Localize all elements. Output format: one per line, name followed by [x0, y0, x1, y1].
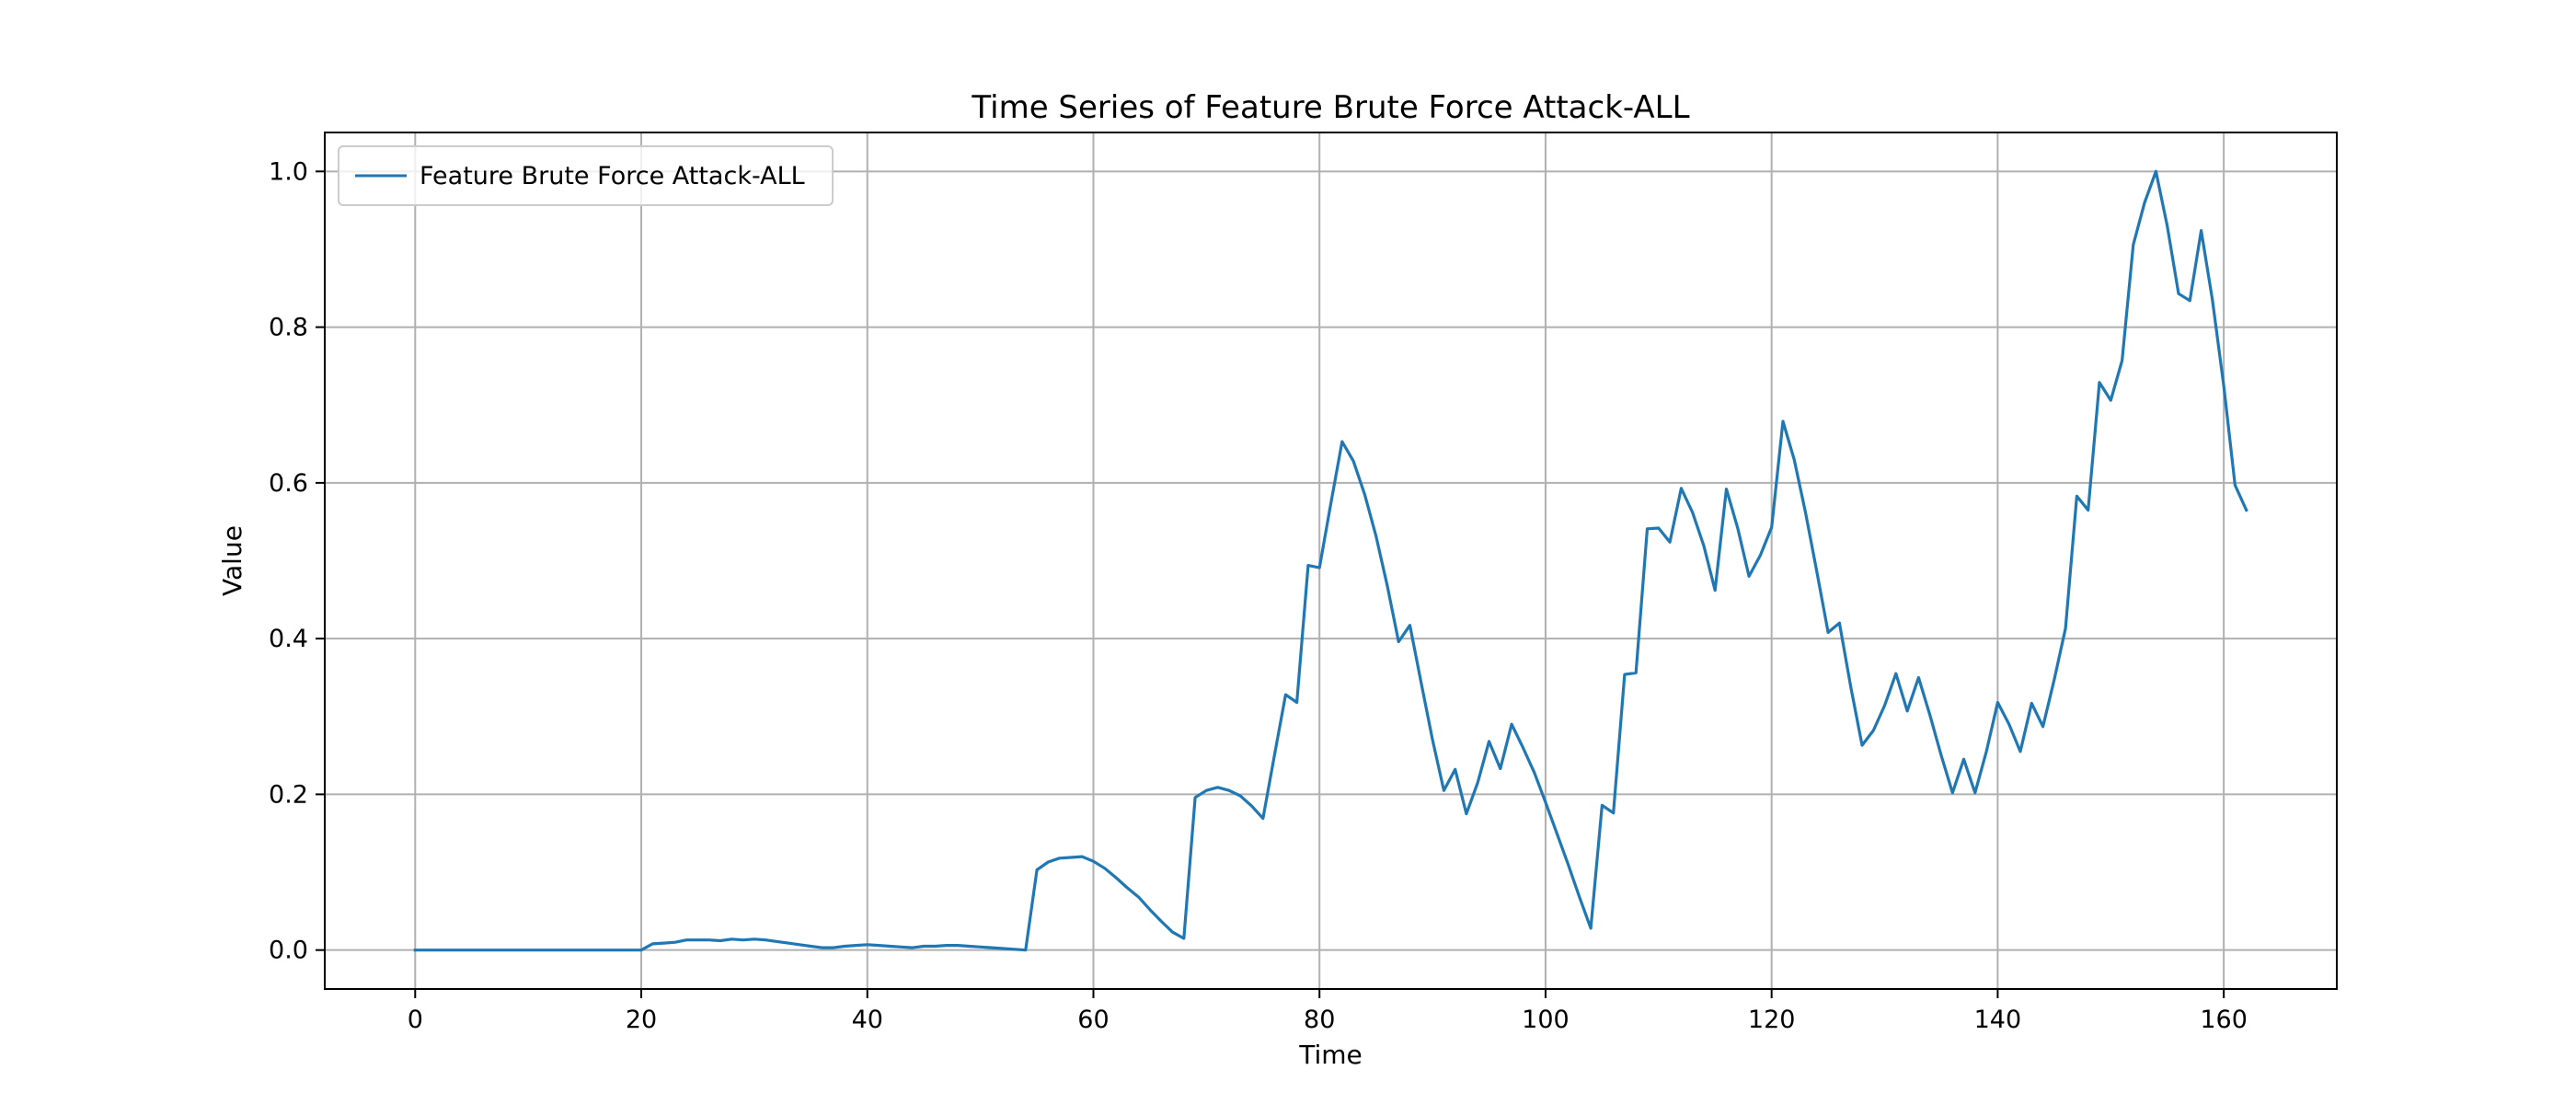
- legend-label: Feature Brute Force Attack-ALL: [420, 162, 805, 190]
- legend: Feature Brute Force Attack-ALL: [338, 145, 834, 206]
- y-tick-label: 0.4: [269, 625, 308, 653]
- y-tick-label: 1.0: [269, 157, 308, 186]
- x-tick-label: 60: [1077, 1006, 1109, 1034]
- chart-title: Time Series of Feature Brute Force Attac…: [971, 89, 1689, 126]
- y-tick-label: 0.6: [269, 469, 308, 498]
- grid: [325, 132, 2337, 989]
- y-tick-label: 0.0: [269, 937, 308, 965]
- y-tick-label: 0.8: [269, 314, 308, 342]
- x-tick-label: 100: [1522, 1006, 1570, 1034]
- x-tick-label: 20: [626, 1006, 657, 1034]
- x-tick-label: 40: [852, 1006, 883, 1034]
- x-tick-label: 0: [408, 1006, 423, 1034]
- plot-frame: [324, 132, 2338, 990]
- x-tick-label: 80: [1304, 1006, 1335, 1034]
- series-layer: [413, 169, 2248, 952]
- x-axis-label: Time: [1298, 1040, 1363, 1070]
- y-axis-label: Value: [217, 525, 247, 596]
- y-tick-label: 0.2: [269, 780, 308, 809]
- series-line: [413, 169, 2248, 952]
- legend-box: [338, 145, 834, 206]
- x-tick-label: 120: [1748, 1006, 1796, 1034]
- ticks: 0 20 40 60 80 100 120 140 160 0.0 0.2 0.4 0.6 0.8 1.0: [269, 157, 2248, 1034]
- x-tick-label: 160: [2200, 1006, 2248, 1034]
- x-tick-label: 140: [1974, 1006, 2022, 1034]
